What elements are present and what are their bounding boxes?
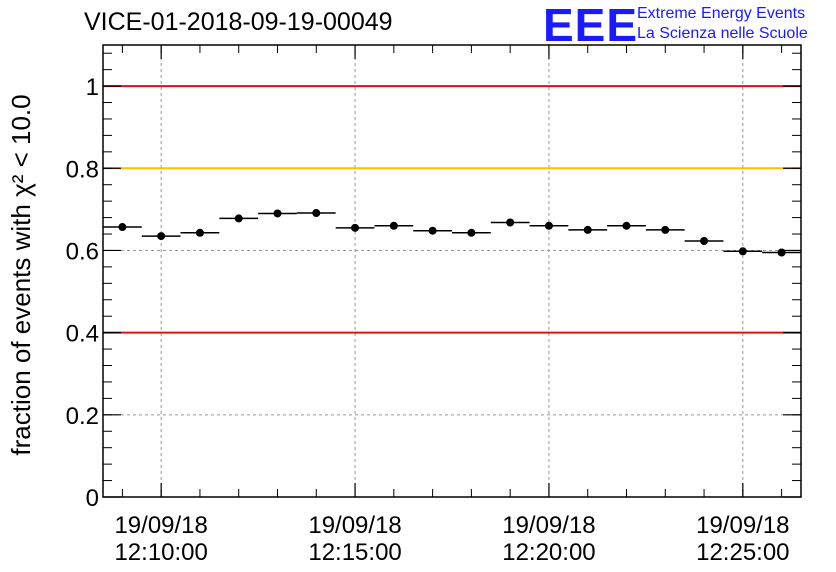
y-tick-label: 1 [86, 74, 99, 101]
tick-labels: 00.20.40.60.8119/09/1812:10:0019/09/1812… [66, 74, 790, 566]
data-point-marker [118, 223, 127, 232]
y-tick-label: 0 [86, 485, 99, 512]
x-tick-time: 12:25:00 [696, 539, 789, 566]
x-tick-time: 12:15:00 [308, 539, 401, 566]
data-points [103, 209, 801, 257]
x-tick-time: 12:10:00 [114, 539, 207, 566]
data-point-marker [389, 221, 398, 230]
y-tick-label: 0.6 [66, 238, 99, 265]
data-point-marker [157, 232, 166, 241]
data-point-marker [583, 225, 592, 234]
x-tick-date: 19/09/18 [114, 512, 207, 539]
y-tick-label: 0.2 [66, 403, 99, 430]
chart-title: VICE-01-2018-09-19-00049 [84, 8, 393, 36]
data-point-marker [506, 218, 515, 227]
data-point-marker [467, 228, 476, 237]
data-point-marker [700, 237, 709, 246]
data-point-marker [738, 247, 747, 256]
y-tick-label: 0.8 [66, 156, 99, 183]
axis-ticks [103, 45, 801, 498]
data-point-marker [312, 209, 321, 218]
y-axis-label: fraction of events with χ² < 10.0 [6, 94, 36, 455]
data-point-marker [544, 221, 553, 230]
y-tick-label: 0.4 [66, 321, 99, 348]
data-point-marker [661, 225, 670, 234]
data-point-marker [273, 209, 282, 218]
logo-line-2: La Scienza nelle Scuole [637, 25, 808, 42]
data-point-marker [428, 226, 437, 235]
plot-frame [102, 44, 802, 498]
data-point-marker [777, 248, 786, 257]
grid-layer [103, 45, 801, 497]
eee-logo: EEE [543, 0, 639, 51]
x-tick-date: 19/09/18 [502, 512, 595, 539]
data-point-marker [234, 214, 243, 223]
logo-line-1: Extreme Energy Events [637, 5, 806, 22]
x-tick-time: 12:20:00 [502, 539, 595, 566]
data-point-marker [351, 223, 360, 232]
x-tick-date: 19/09/18 [696, 512, 789, 539]
data-point-marker [622, 221, 631, 230]
reference-lines [103, 85, 801, 334]
data-point-marker [195, 228, 204, 237]
x-tick-date: 19/09/18 [308, 512, 401, 539]
